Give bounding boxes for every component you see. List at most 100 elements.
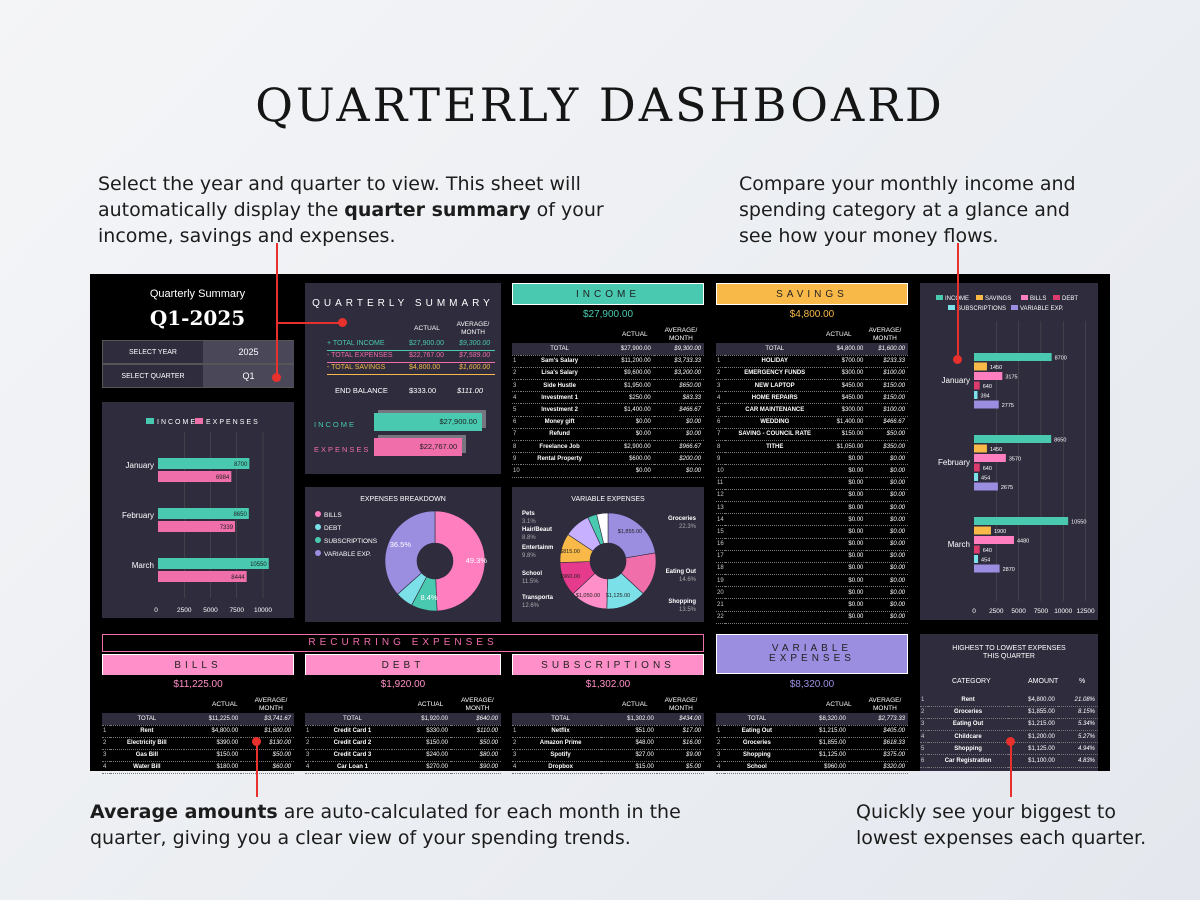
quarter-select[interactable]: Q1 <box>203 365 294 387</box>
row-number: 14 <box>716 513 725 527</box>
table-row[interactable]: 3 Shopping $1,125.00 $375.00 <box>716 749 908 762</box>
table-row[interactable]: 4 School $960.00 $320.00 <box>716 761 908 774</box>
total-label: TOTAL <box>724 343 825 356</box>
tick-label: 5000 <box>1011 608 1026 615</box>
table-row[interactable]: 2 Lisa's Salary $9,600.00 $3,200.00 <box>512 367 704 381</box>
slice-name: Groceries <box>668 516 697 522</box>
table-row[interactable]: 4 Childcare $1,200.00 5.27% <box>920 730 1098 744</box>
row-number: 7 <box>716 428 725 442</box>
tick-label: 2500 <box>177 607 192 614</box>
year-select[interactable]: 2025 <box>203 341 294 363</box>
table-row[interactable]: 21 $0.00 $0.00 <box>716 598 908 612</box>
table-row[interactable]: 9 Rental Property $600.00 $200.00 <box>512 452 704 466</box>
bar-value: 454 <box>981 476 990 482</box>
row-actual: $0.00 <box>824 611 867 624</box>
income-total: $27,900.00 <box>512 305 704 325</box>
bar <box>158 571 247 582</box>
table-row[interactable]: 4 Car Loan 1 $270.00 $90.00 <box>305 761 501 774</box>
table-row[interactable]: 1 Sam's Salary $11,200.00 $3,733.33 <box>512 355 704 368</box>
table-row[interactable]: 19 $0.00 $0.00 <box>716 574 908 588</box>
table-row[interactable]: 8 TITHE $1,050.00 $350.00 <box>716 440 908 454</box>
row-number: 1 <box>102 725 110 738</box>
table-row[interactable]: 16 $0.00 $0.00 <box>716 538 908 551</box>
row-avg: $60.00 <box>241 761 294 774</box>
table-row[interactable]: 3 Spotify $27.00 $9.00 <box>512 749 704 762</box>
table-row[interactable]: 3 Gas Bill $150.00 $50.00 <box>102 749 294 762</box>
table-row[interactable]: 13 $0.00 $0.00 <box>716 501 908 515</box>
table-row[interactable]: 1 Credit Card 1 $330.00 $110.00 <box>305 725 501 738</box>
table-row[interactable]: 2 Electricity Bill $390.00 $130.00 <box>102 737 294 750</box>
table-row[interactable]: 11 $0.00 $0.00 <box>716 477 908 490</box>
row-category: Amazon Prime <box>520 737 602 750</box>
row-number: 15 <box>716 525 725 539</box>
table-row[interactable]: 10 $0.00 $0.00 <box>716 464 908 478</box>
col-text: MONTH <box>873 705 897 712</box>
row-actual: $11,200.00 <box>598 355 654 368</box>
row-avg: 4.83% <box>1057 754 1098 768</box>
legend-swatch <box>1021 295 1028 300</box>
table-row[interactable]: 18 $0.00 $0.00 <box>716 562 908 576</box>
table-row[interactable]: 8 Freelance Job $2,900.00 $966.67 <box>512 440 704 454</box>
table-row[interactable]: 6 Money gift $0.00 $0.00 <box>512 416 704 429</box>
table-row[interactable]: 3 Credit Card 3 $240.00 $80.00 <box>305 749 501 762</box>
row-category <box>724 562 825 576</box>
table-row[interactable]: 4 Water Bill $180.00 $60.00 <box>102 761 294 774</box>
row-number: 3 <box>716 379 725 393</box>
pie-slice <box>607 512 656 559</box>
table-row[interactable]: 5 CAR MAINTENANCE $300.00 $100.00 <box>716 403 908 417</box>
table-row[interactable]: 1 HOLIDAY $700.00 $233.33 <box>716 355 908 368</box>
legend-swatch <box>976 295 983 300</box>
summary-col-avg: AVERAGE/MONTH <box>451 321 495 337</box>
row-category: Rent <box>928 694 1009 707</box>
bar <box>158 458 250 469</box>
table-row[interactable]: 1 Rent $4,800.00 21.08% <box>920 694 1098 707</box>
row-avg: $130.00 <box>241 737 294 750</box>
table-row[interactable]: 17 $0.00 $0.00 <box>716 550 908 563</box>
row-actual: $1,400.00 <box>824 416 867 429</box>
table-row[interactable]: 2 Credit Card 2 $150.00 $50.00 <box>305 737 501 750</box>
bar-value: 10550 <box>250 562 267 568</box>
table-row[interactable]: 7 Refund $0.00 $0.00 <box>512 428 704 442</box>
table-row[interactable]: 6 WEDDING $1,400.00 $466.67 <box>716 416 908 429</box>
row-avg: $9.00 <box>656 749 704 762</box>
row-number: 3 <box>305 749 313 762</box>
table-row[interactable]: 12 $0.00 $0.00 <box>716 489 908 502</box>
table-row[interactable]: 20 $0.00 $0.00 <box>716 586 908 600</box>
table-row[interactable]: 4 Dropbox $15.00 $5.00 <box>512 761 704 774</box>
row-actual: $450.00 <box>824 391 867 405</box>
table-row[interactable]: 10 $0.00 $0.00 <box>512 464 704 478</box>
row-actual: $0.00 <box>824 598 867 612</box>
table-row[interactable]: 3 NEW LAPTOP $450.00 $150.00 <box>716 379 908 393</box>
table-row[interactable]: 14 $0.00 $0.00 <box>716 513 908 527</box>
table-row[interactable]: 5 Shopping $1,125.00 4.94% <box>920 742 1098 756</box>
total-avg: $3,741.67 <box>241 713 294 726</box>
table-row[interactable]: 1 Rent $4,800.00 $1,600.00 <box>102 725 294 738</box>
table-row[interactable]: 4 Investment 1 $250.00 $83.33 <box>512 391 704 405</box>
row-avg: $320.00 <box>848 761 908 774</box>
table-row[interactable]: 15 $0.00 $0.00 <box>716 525 908 539</box>
table-row[interactable]: 2 Amazon Prime $48.00 $16.00 <box>512 737 704 750</box>
page-title: QUARTERLY DASHBOARD <box>255 78 945 132</box>
row-avg: $50.00 <box>450 737 501 750</box>
table-row[interactable]: 2 EMERGENCY FUNDS $300.00 $100.00 <box>716 367 908 381</box>
bar-value: 8650 <box>233 512 247 518</box>
table-row[interactable]: 1 Eating Out $1,215.00 $405.00 <box>716 725 908 738</box>
subscriptions-total: $1,302.00 <box>512 675 704 695</box>
table-row[interactable]: 4 HOME REPAIRS $450.00 $150.00 <box>716 391 908 405</box>
table-row[interactable]: 22 $0.00 $0.00 <box>716 611 908 624</box>
table-row[interactable]: 6 Car Registration $1,100.00 4.83% <box>920 754 1098 768</box>
table-row[interactable]: 3 Side Hustle $1,950.00 $650.00 <box>512 379 704 393</box>
subscriptions-rows: TOTAL $1,302.00 $434.00 1 Netflix $51.00 $17.0… <box>512 713 704 774</box>
table-row[interactable]: 7 SAVING - COUNCIL RATE $150.00 $50.00 <box>716 428 908 442</box>
table-row[interactable]: 2 Groceries $1,855.00 $618.33 <box>716 737 908 750</box>
income-expenses-chart: INCOME EXPENSES January 8700 6984 February 865… <box>122 418 272 614</box>
col-text: MONTH <box>465 705 490 712</box>
table-row[interactable]: 3 Eating Out $1,215.00 5.34% <box>920 718 1098 732</box>
table-row[interactable]: 5 Investment 2 $1,400.00 $466.67 <box>512 403 704 417</box>
table-row[interactable]: 1 Netflix $51.00 $17.00 <box>512 725 704 738</box>
table-row[interactable]: 9 $0.00 $0.00 <box>716 452 908 466</box>
row-number: 3 <box>102 749 110 762</box>
total-avg: $2,773.33 <box>848 713 908 726</box>
row-category: Spotify <box>520 749 602 762</box>
table-row[interactable]: 2 Groceries $1,855.00 8.15% <box>920 706 1098 719</box>
